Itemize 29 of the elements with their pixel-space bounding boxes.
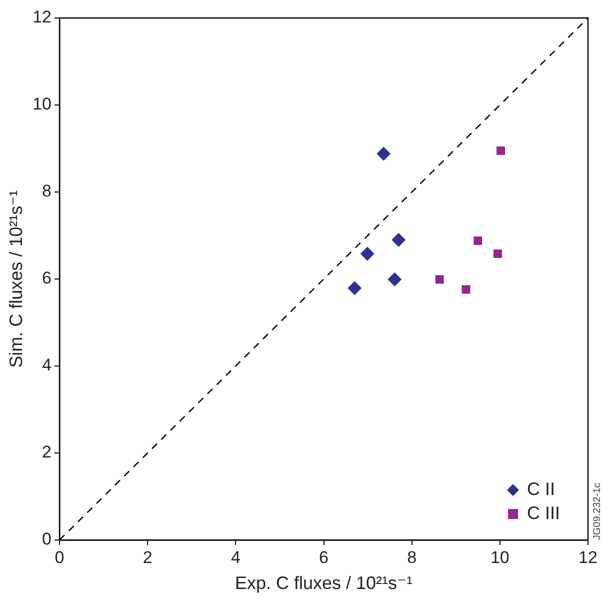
point: [348, 281, 362, 296]
y-tick-label: 4: [42, 356, 52, 375]
point: [360, 246, 374, 261]
y-tick-label: 2: [42, 442, 52, 462]
x-tick-label: 10: [490, 548, 510, 567]
point: [493, 250, 502, 258]
legend-label: C II: [527, 478, 556, 499]
point: [392, 232, 406, 247]
y-tick-label: 0: [42, 530, 52, 549]
legend-label: C III: [527, 502, 560, 523]
y-tick-label: 8: [42, 182, 52, 201]
point: [435, 275, 444, 284]
x-tick-label: 8: [407, 548, 417, 567]
y-tick-label: 6: [42, 268, 52, 288]
y-tick-label: 10: [32, 94, 52, 114]
point: [376, 146, 391, 161]
point: [496, 146, 506, 155]
y-axis-title: Sim. C fluxes / 10²¹s⁻¹: [6, 190, 26, 368]
point: [388, 272, 402, 286]
x-tick-label: 2: [142, 548, 152, 567]
x-tick-label: 12: [578, 548, 598, 567]
text: JG09.232-1c: [592, 482, 602, 540]
y-tick-label: 12: [32, 8, 52, 27]
point: [462, 285, 470, 294]
x-axis-title: Exp. C fluxes / 10²¹s⁻¹: [234, 573, 413, 594]
x-tick-label: 4: [230, 548, 240, 567]
x-tick-label: 0: [54, 548, 64, 567]
x-tick-label: 6: [319, 548, 328, 567]
point: [474, 236, 482, 245]
